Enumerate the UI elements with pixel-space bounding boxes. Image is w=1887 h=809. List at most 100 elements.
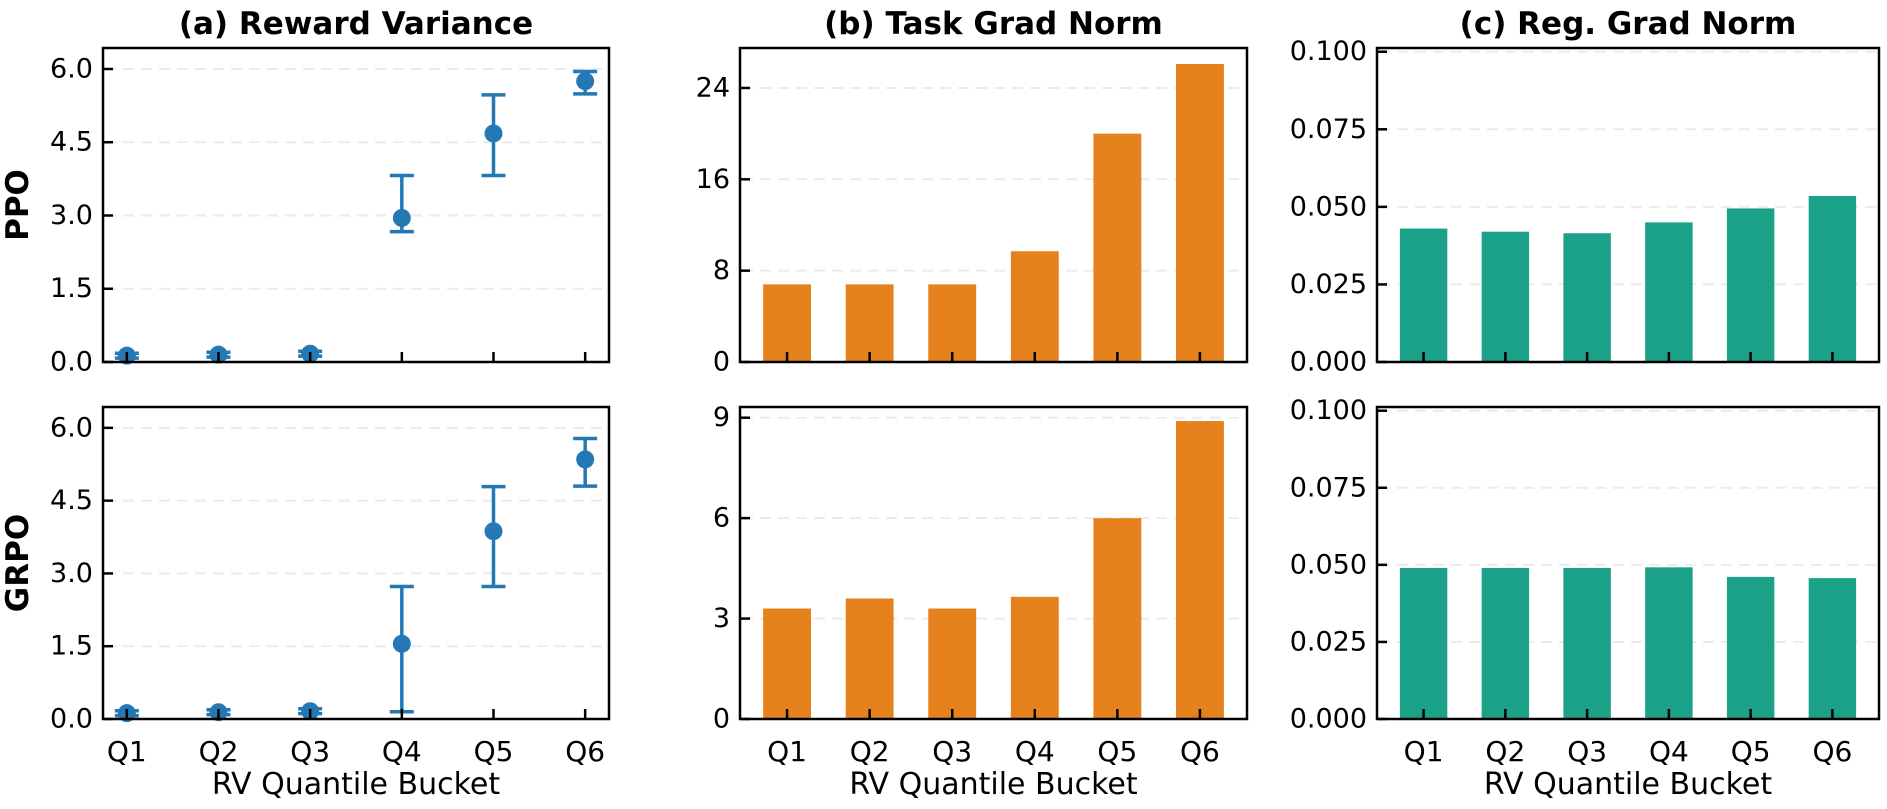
bar-Q5 [1726,576,1775,718]
bar-Q6 [1175,421,1224,718]
row-label: PPO [0,169,36,241]
y-tick-label: 0.025 [1290,269,1367,300]
bar-Q6 [1175,63,1224,362]
panel-title: (b) Task Grad Norm [824,6,1163,42]
bar-Q2 [1481,231,1530,361]
bar-Q3 [928,608,977,718]
x-tick-label: Q3 [1567,735,1607,768]
x-tick-label: Q1 [1404,735,1444,768]
errorbar-Q4 [389,584,414,714]
panel-title: (a) Reward Variance [179,6,533,42]
x-tick-label: Q3 [932,735,972,768]
bar-Q3 [1563,233,1611,361]
bar-Q2 [1481,567,1530,718]
x-tick-label: Q5 [1097,735,1137,768]
bar-Q4 [1010,596,1059,718]
bar-Q5 [1093,133,1142,361]
point-Q4 [392,208,411,227]
panel-grpo-task-grad-norm: 0 3 6 9 Q1 Q2 Q3 Q4 Q5 Q6 RV Quantile Bucket [713,402,1249,802]
x-tick-label: Q5 [474,735,514,768]
axes-spines [738,46,1249,364]
x-tick-label: Q4 [382,735,422,768]
y-tick-label: 0.0 [50,347,93,378]
y-tick-label: 1.5 [50,631,93,662]
bar-Q3 [1563,567,1611,718]
x-tick-label: Q3 [290,735,330,768]
bar-Q1 [1399,567,1448,718]
y-tick-label: 0.025 [1290,626,1367,657]
errorbar-Q6 [573,69,598,96]
y-tick-label: 0.075 [1290,114,1367,145]
point-Q5 [484,522,503,541]
errorbar-Q5 [481,93,506,178]
y-tick-label: 24 [696,72,730,103]
y-tick-label: 3 [713,603,730,634]
point-Q5 [484,124,503,143]
x-tick-label: Q5 [1731,735,1771,768]
point-Q4 [392,634,411,653]
bar-Q4 [1010,251,1059,361]
panel-grpo-reg-grad-norm: 0.000 0.025 0.050 0.075 0.100 Q1 Q2 Q3 Q4 Q5 Q6 RV … [1290,395,1881,802]
panel-grpo-reward-variance: 0.0 1.5 3.0 4.5 6.0 Q1 Q2 Q3 Q4 Q5 Q6 RV Quantile B… [0,405,611,802]
panel-ppo-task-grad-norm: 0 8 16 24 (b) Task Grad Norm [696,6,1249,378]
x-tick-label: Q6 [565,735,605,768]
bar-Q4 [1645,222,1693,361]
x-axis-label: RV Quantile Bucket [1484,767,1773,802]
x-axis-label: RV Quantile Bucket [212,767,501,802]
x-tick-label: Q2 [850,735,890,768]
x-tick-label: Q6 [1812,735,1852,768]
y-tick-label: 1.5 [50,273,93,304]
panel-ppo-reg-grad-norm: 0.000 0.025 0.050 0.075 0.100 (c) Reg. Grad N… [1290,6,1881,378]
y-tick-label: 0.100 [1290,395,1367,426]
y-tick-label: 0.000 [1290,704,1367,735]
x-axis-label: RV Quantile Bucket [849,767,1138,802]
x-tick-label: Q4 [1649,735,1689,768]
bar-Q2 [845,284,894,361]
y-tick-label: 9 [713,402,730,433]
axes-spines [101,46,611,364]
y-tick-label: 6 [713,503,730,534]
y-tick-label: 0.100 [1290,36,1367,67]
y-tick-label: 0.000 [1290,347,1367,378]
y-tick-label: 0.0 [50,704,93,735]
x-tick-label: Q4 [1015,735,1055,768]
bar-Q1 [763,284,812,361]
errorbar-Q6 [573,436,598,488]
y-tick-label: 6.0 [50,412,93,443]
x-tick-label: Q2 [199,735,239,768]
axes-spines [101,405,611,721]
bar-Q1 [763,608,812,718]
y-tick-label: 8 [713,255,730,286]
x-tick-label: Q2 [1485,735,1525,768]
bar-Q5 [1093,518,1142,718]
point-Q6 [576,72,595,91]
panel-ppo-reward-variance: 0.0 1.5 3.0 4.5 6.0 (a) Reward Variance PPO [0,6,611,378]
x-tick-label: Q1 [767,735,807,768]
bar-Q6 [1808,196,1857,361]
y-tick-label: 4.5 [50,485,93,516]
bar-Q2 [845,598,894,718]
y-tick-label: 0.075 [1290,472,1367,503]
y-tick-label: 0.050 [1290,191,1367,222]
panel-title: (c) Reg. Grad Norm [1460,6,1797,42]
y-tick-label: 3.0 [50,200,93,231]
row-label: GRPO [0,514,36,612]
errorbar-Q5 [481,484,506,589]
y-tick-label: 4.5 [50,127,93,158]
errorbar-Q4 [389,173,414,234]
y-tick-label: 0.050 [1290,549,1367,580]
bar-Q1 [1399,228,1448,361]
axes-spines [1375,405,1881,721]
axes-spines [1375,46,1881,364]
y-tick-label: 16 [696,164,730,195]
axes-spines [738,405,1249,721]
y-tick-label: 0 [713,347,730,378]
bar-Q4 [1645,567,1693,718]
y-tick-label: 3.0 [50,558,93,589]
point-Q6 [576,450,595,469]
y-tick-label: 6.0 [50,53,93,84]
bar-Q3 [928,284,977,361]
x-tick-label: Q1 [107,735,147,768]
